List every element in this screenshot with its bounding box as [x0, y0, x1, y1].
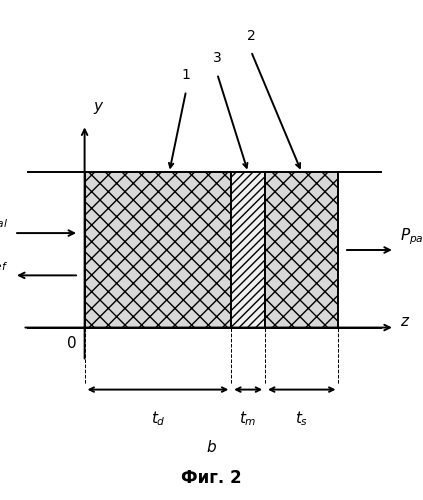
Text: $t_d$: $t_d$: [151, 410, 165, 428]
Text: $t_s$: $t_s$: [295, 410, 308, 428]
Text: $y$: $y$: [93, 100, 104, 116]
Bar: [231, 172, 265, 328]
Text: 3: 3: [213, 52, 222, 66]
Text: $P_{ref}$: $P_{ref}$: [0, 254, 8, 272]
Text: $P_{fal}$: $P_{fal}$: [0, 212, 8, 231]
Text: $P_{pass}$: $P_{pass}$: [401, 226, 423, 247]
Text: 0: 0: [66, 336, 76, 351]
Text: Фиг. 2: Фиг. 2: [181, 468, 242, 486]
Text: $z$: $z$: [401, 314, 411, 330]
Text: $t_m$: $t_m$: [239, 410, 257, 428]
Text: b: b: [207, 440, 216, 456]
Text: 1: 1: [182, 68, 190, 82]
Bar: [265, 172, 338, 328]
Text: 2: 2: [247, 28, 255, 42]
Bar: [85, 172, 231, 328]
